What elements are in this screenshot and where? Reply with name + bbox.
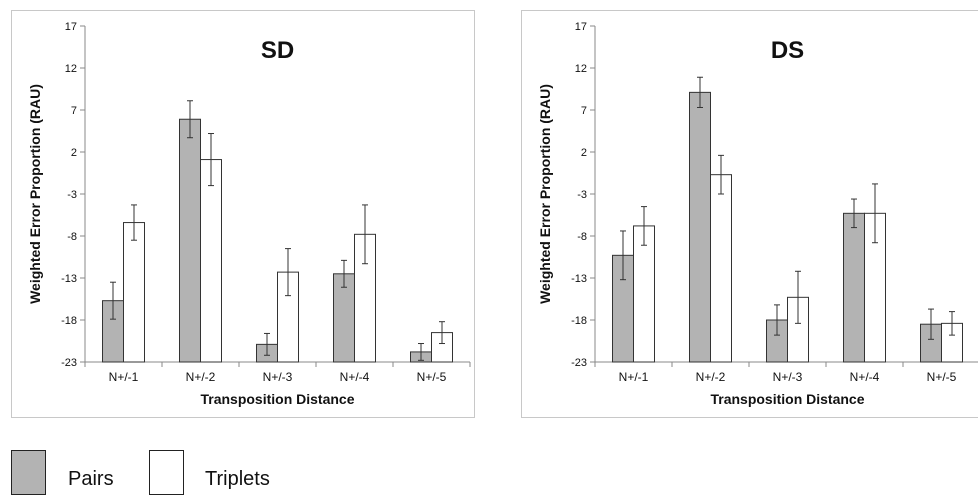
- y-tick-label: -13: [571, 273, 587, 285]
- y-tick-label: -18: [61, 315, 77, 327]
- x-tick-label: N+/-5: [417, 370, 447, 384]
- y-tick-label: -3: [67, 189, 77, 201]
- y-tick-label: -18: [571, 315, 587, 327]
- y-tick-label: 17: [65, 21, 77, 33]
- legend-swatch-pairs: [11, 450, 46, 495]
- y-axis-label: Weighted Error Proportion (RAU): [537, 84, 553, 304]
- x-tick-label: N+/-2: [186, 370, 216, 384]
- x-tick-label: N+/-2: [696, 370, 726, 384]
- chart-title: DS: [771, 37, 804, 64]
- bar-pairs: [843, 212, 865, 363]
- x-tick-label: N+/-1: [109, 370, 139, 384]
- x-axis-label: Transposition Distance: [710, 391, 864, 407]
- legend-label-pairs: Pairs: [68, 468, 114, 490]
- bar-triplets: [123, 222, 145, 363]
- x-tick-label: N+/-4: [340, 370, 370, 384]
- bar-pairs: [179, 118, 201, 363]
- y-tick-label: -23: [571, 357, 587, 369]
- legend-label-triplets: Triplets: [205, 468, 270, 490]
- y-tick-label: -8: [577, 231, 587, 243]
- y-tick-label: 12: [575, 63, 587, 75]
- y-tick-label: -3: [577, 189, 587, 201]
- y-tick-label: 2: [581, 147, 587, 159]
- y-tick-label: -23: [61, 357, 77, 369]
- chart-title: SD: [261, 37, 294, 64]
- y-tick-label: 7: [581, 105, 587, 117]
- bar-triplets: [633, 225, 655, 363]
- x-tick-label: N+/-5: [927, 370, 957, 384]
- bar-pairs: [689, 91, 711, 363]
- y-tick-label: 7: [71, 105, 77, 117]
- x-tick-label: N+/-1: [619, 370, 649, 384]
- x-tick-label: N+/-3: [263, 370, 293, 384]
- bar-triplets: [710, 174, 732, 363]
- x-tick-label: N+/-3: [773, 370, 803, 384]
- legend-swatch-triplets: [149, 450, 184, 495]
- bar-triplets: [200, 159, 222, 363]
- y-tick-label: 2: [71, 147, 77, 159]
- chart-ds: -23 -18 -13 -8 -3 2 7 12 17 N+/-1 N+/-2 N+/-3 N+/-4 N…: [537, 21, 978, 407]
- chart-sd: -23 -18 -13 -8 -3 2 7 12 17 N+/-1 N+/-2 N+/-3 N+/-4 N…: [27, 21, 471, 407]
- y-tick-label: -13: [61, 273, 77, 285]
- chart-panel-sd: -23 -18 -13 -8 -3 2 7 12 17 N+/-1 N+/-2 N+/-3 N+/-4 N…: [11, 10, 475, 418]
- y-tick-label: 17: [575, 21, 587, 33]
- y-axis-label: Weighted Error Proportion (RAU): [27, 84, 43, 304]
- y-tick-label: -8: [67, 231, 77, 243]
- x-axis-label: Transposition Distance: [200, 391, 354, 407]
- y-tick-label: 12: [65, 63, 77, 75]
- x-tick-label: N+/-4: [850, 370, 880, 384]
- chart-panel-ds: -23 -18 -13 -8 -3 2 7 12 17 N+/-1 N+/-2 N+/-3 N+/-4 N…: [521, 10, 978, 418]
